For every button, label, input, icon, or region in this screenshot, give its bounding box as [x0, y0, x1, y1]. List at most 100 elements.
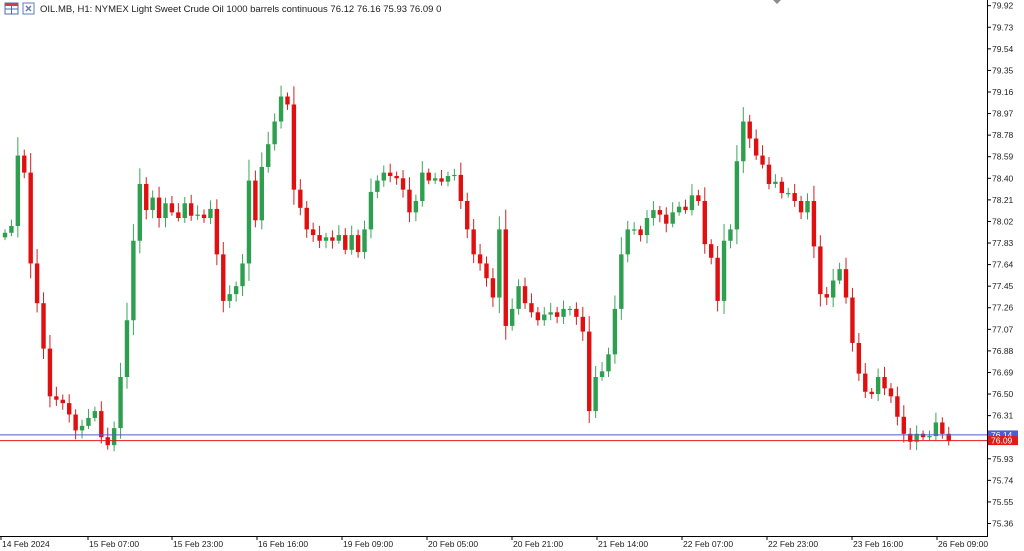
candle-body	[676, 206, 682, 213]
time-tick-label: 14 Feb 2024	[2, 539, 50, 549]
candle	[811, 185, 817, 259]
candle	[343, 228, 348, 255]
candle-body	[509, 308, 515, 326]
candle-body	[593, 377, 598, 412]
candle	[144, 177, 149, 220]
candle-body	[850, 297, 855, 343]
candle	[689, 184, 695, 216]
time-tick-label: 22 Feb 23:00	[768, 539, 818, 549]
candle	[786, 187, 791, 198]
candle	[413, 194, 419, 222]
candle-body	[291, 104, 297, 190]
chart-table-icon[interactable]	[4, 2, 19, 15]
candle-body	[458, 174, 464, 201]
plot-background	[0, 0, 987, 536]
time-axis[interactable]: 14 Feb 2024 15 Feb 07:00 15 Feb 23:00 16 Fe…	[0, 536, 988, 549]
candle-body	[734, 161, 740, 230]
candle	[875, 368, 881, 401]
candle	[522, 277, 528, 309]
candle-body	[535, 312, 541, 321]
candle	[676, 201, 682, 216]
candle-body	[246, 180, 252, 264]
candle	[529, 293, 534, 318]
candle-body	[92, 411, 98, 418]
candle	[843, 257, 849, 304]
chart-shift-icon[interactable]	[22, 2, 35, 15]
candle	[214, 199, 220, 266]
candle-body	[105, 437, 110, 446]
candle	[41, 292, 46, 359]
candle-body	[195, 214, 200, 216]
candle-body	[310, 229, 316, 236]
candle-body	[317, 235, 322, 241]
price-tick-label: 78.59	[992, 152, 1014, 162]
candle	[702, 187, 707, 254]
candle-body	[792, 193, 797, 201]
candle-body	[156, 197, 162, 219]
candle	[535, 307, 541, 326]
candle	[599, 362, 605, 381]
candle-body	[420, 172, 425, 201]
candle	[670, 202, 675, 228]
candle	[850, 287, 855, 352]
price-tick-label: 79.92	[992, 1, 1014, 11]
candle	[388, 163, 393, 183]
candle	[323, 232, 329, 249]
candle	[574, 302, 579, 325]
candle-body	[760, 155, 765, 165]
candle	[798, 195, 804, 220]
candle-body	[779, 181, 785, 194]
candle-body	[60, 399, 65, 404]
candle	[657, 205, 663, 223]
candle-body	[182, 203, 187, 219]
candle-body	[445, 176, 451, 182]
candle	[856, 333, 862, 381]
candle	[779, 177, 785, 199]
candle-body	[946, 433, 951, 441]
candle-body	[728, 229, 733, 241]
candle-body	[355, 235, 361, 253]
candle-body	[548, 312, 553, 315]
candle-body	[169, 203, 175, 213]
time-tick-label: 22 Feb 07:00	[683, 539, 733, 549]
candle-body	[882, 377, 887, 389]
candle-body	[266, 144, 271, 167]
candle-body	[381, 172, 386, 181]
candle-body	[702, 201, 707, 245]
candle-body	[696, 195, 701, 201]
candle	[612, 295, 618, 364]
candle-body	[689, 195, 695, 211]
candle-body	[484, 263, 489, 279]
candle-body	[914, 433, 919, 442]
candle	[362, 220, 367, 259]
candle	[644, 210, 650, 244]
candle-body	[856, 342, 862, 374]
candle	[888, 383, 894, 404]
time-tick-label: 26 Feb 09:00	[938, 539, 988, 549]
price-tick-label: 79.54	[992, 44, 1014, 54]
candle-body	[208, 208, 213, 219]
price-tick-label: 75.74	[992, 475, 1014, 485]
candle-body	[86, 417, 91, 426]
candle-body	[336, 235, 342, 241]
candle-body	[413, 201, 419, 213]
candle	[176, 203, 181, 222]
candle-body	[869, 391, 874, 395]
candle	[375, 175, 380, 199]
candle-body	[901, 416, 906, 434]
ask-price-label: 76.14	[988, 430, 1018, 440]
price-tick-label: 77.45	[992, 281, 1014, 291]
candle	[452, 168, 457, 181]
candle-body	[830, 280, 836, 298]
candle	[118, 362, 123, 439]
price-axis[interactable]: 79.92 79.73 79.54 79.35 79.16 78.97 78.78 78.59…	[987, 1, 1014, 529]
time-tick-label: 20 Feb 21:00	[513, 539, 563, 549]
candle-body	[516, 286, 521, 309]
candle	[407, 177, 412, 223]
candle	[818, 235, 823, 307]
candle	[445, 171, 451, 187]
candle	[837, 262, 842, 285]
price-tick-label: 78.02	[992, 216, 1014, 226]
candle	[792, 184, 797, 207]
